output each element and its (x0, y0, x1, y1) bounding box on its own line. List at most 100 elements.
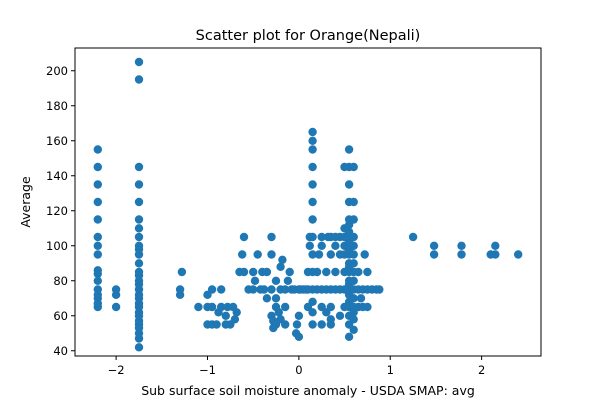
data-point (457, 241, 466, 250)
data-point (308, 162, 317, 172)
data-point (93, 232, 103, 242)
data-point (326, 315, 335, 324)
data-point (267, 232, 276, 242)
data-point (134, 215, 144, 224)
x-tick-label: −1 (199, 363, 216, 377)
data-point (134, 180, 144, 189)
y-tick-label: 200 (46, 64, 68, 78)
data-point (217, 285, 226, 294)
y-tick-label: 40 (53, 344, 68, 358)
data-point (326, 302, 335, 312)
y-tick-label: 140 (46, 169, 68, 183)
data-point (349, 259, 358, 268)
data-point (271, 294, 281, 303)
data-point (267, 285, 276, 294)
data-point (93, 285, 103, 294)
data-point (331, 267, 340, 277)
data-point (207, 302, 217, 312)
data-point (221, 311, 230, 320)
data-point (294, 332, 304, 341)
data-point (349, 241, 358, 250)
data-point (262, 294, 272, 303)
data-point (349, 162, 358, 172)
data-point (349, 276, 358, 285)
data-point (363, 302, 372, 312)
data-point (93, 162, 103, 172)
data-point (177, 267, 187, 277)
data-point (134, 343, 144, 352)
data-point (262, 267, 272, 277)
data-points (93, 57, 523, 352)
data-point (349, 294, 358, 303)
chart-title: Scatter plot for Orange(Nepali) (196, 28, 421, 44)
data-point (134, 267, 144, 277)
data-point (217, 302, 226, 312)
y-tick-label: 120 (46, 204, 68, 218)
data-point (308, 232, 317, 242)
data-point (250, 276, 260, 285)
data-point (457, 250, 466, 259)
data-point (491, 241, 500, 250)
x-tick-label: −2 (108, 363, 125, 377)
x-axis-label: Sub surface soil moisture anomaly - USDA… (141, 383, 475, 398)
data-point (308, 215, 317, 224)
data-point (230, 315, 240, 324)
data-point (253, 250, 262, 259)
data-point (375, 285, 384, 294)
data-point (308, 127, 317, 137)
data-point (111, 285, 121, 294)
x-axis: −2 −1 0 1 2 (108, 356, 485, 377)
data-point (349, 197, 358, 207)
data-point (344, 180, 354, 189)
data-point (134, 162, 144, 172)
data-point (308, 297, 317, 306)
data-point (308, 145, 317, 154)
data-point (331, 241, 340, 250)
data-point (360, 250, 369, 259)
data-point (317, 320, 326, 329)
data-point (308, 180, 317, 189)
data-point (305, 241, 314, 250)
data-point (294, 311, 304, 320)
data-point (349, 250, 358, 259)
data-point (259, 285, 269, 294)
data-point (356, 294, 366, 303)
data-point (314, 250, 324, 259)
data-point (317, 241, 326, 250)
data-point (312, 267, 322, 277)
data-point (283, 276, 293, 285)
data-point (134, 75, 144, 84)
y-axis-label: Average (18, 176, 33, 228)
data-point (207, 285, 217, 294)
data-point (326, 250, 335, 259)
data-point (281, 302, 290, 312)
data-point (308, 197, 317, 207)
y-tick-label: 160 (46, 134, 68, 148)
y-tick-label: 100 (46, 239, 68, 253)
data-point (249, 267, 258, 277)
data-point (363, 267, 372, 277)
data-point (429, 250, 439, 259)
data-point (344, 332, 354, 341)
data-point (93, 145, 103, 154)
data-point (322, 267, 331, 277)
data-point (349, 315, 358, 324)
data-point (175, 285, 185, 294)
data-point (335, 311, 345, 320)
data-point (308, 320, 317, 329)
data-point (491, 250, 500, 259)
data-point (93, 241, 103, 250)
data-point (514, 250, 523, 259)
data-point (276, 262, 285, 271)
data-point (134, 241, 144, 250)
data-point (274, 308, 283, 317)
data-point (93, 250, 103, 259)
data-point (349, 325, 358, 334)
plot-frame (74, 47, 542, 357)
data-point (408, 232, 418, 242)
data-point (93, 197, 103, 207)
data-point (281, 320, 290, 329)
x-tick-label: 1 (387, 363, 394, 377)
data-point (93, 266, 103, 275)
